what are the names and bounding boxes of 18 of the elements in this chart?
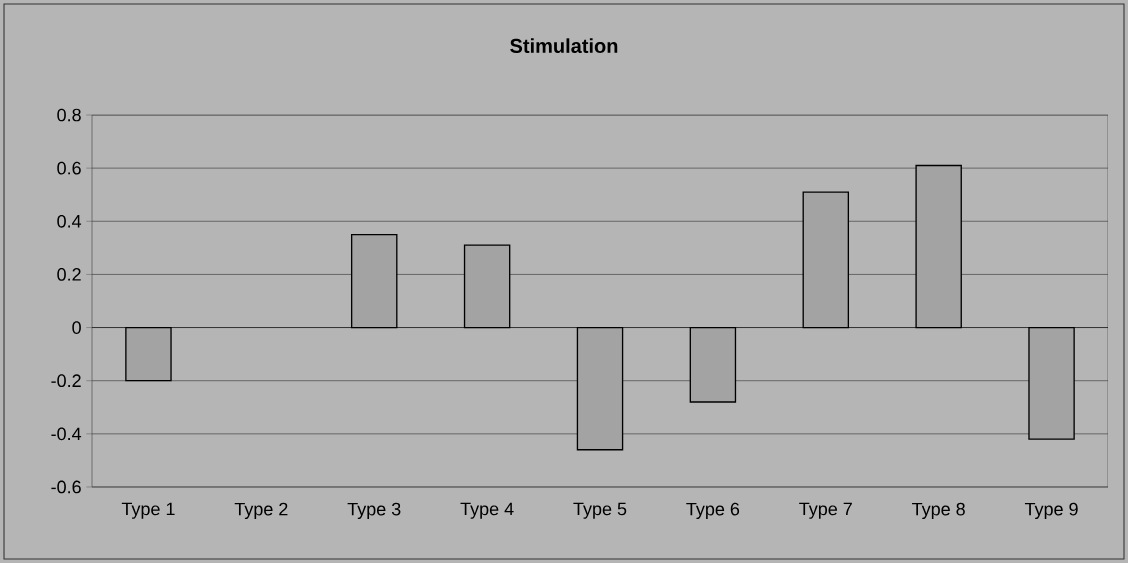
x-tick-label: Type 4 [460,502,514,519]
x-tick-label: Type 7 [799,502,852,519]
y-tick-label: -0.6 [51,480,81,494]
x-tick-label: Type 3 [347,502,401,520]
y-tick-label: 0.2 [57,268,81,281]
x-tick-label: Type 5 [573,502,627,519]
y-tick-label: 0 [72,321,81,334]
x-tick-label: Type 2 [234,502,288,520]
x-tick-label: Type 8 [912,502,965,520]
y-tick-label: -0.4 [51,427,82,441]
chart-title: Stimulation [510,38,618,53]
y-tick-label: -0.2 [51,374,81,388]
y-tick-label: 0.8 [57,108,81,122]
x-tick-label: Type 6 [686,502,740,520]
x-tick-label: Type 9 [1024,502,1078,520]
x-tick-label: Type 1 [121,502,175,519]
y-tick-label: 0.6 [57,161,81,175]
y-tick-label: 0.4 [57,214,82,228]
